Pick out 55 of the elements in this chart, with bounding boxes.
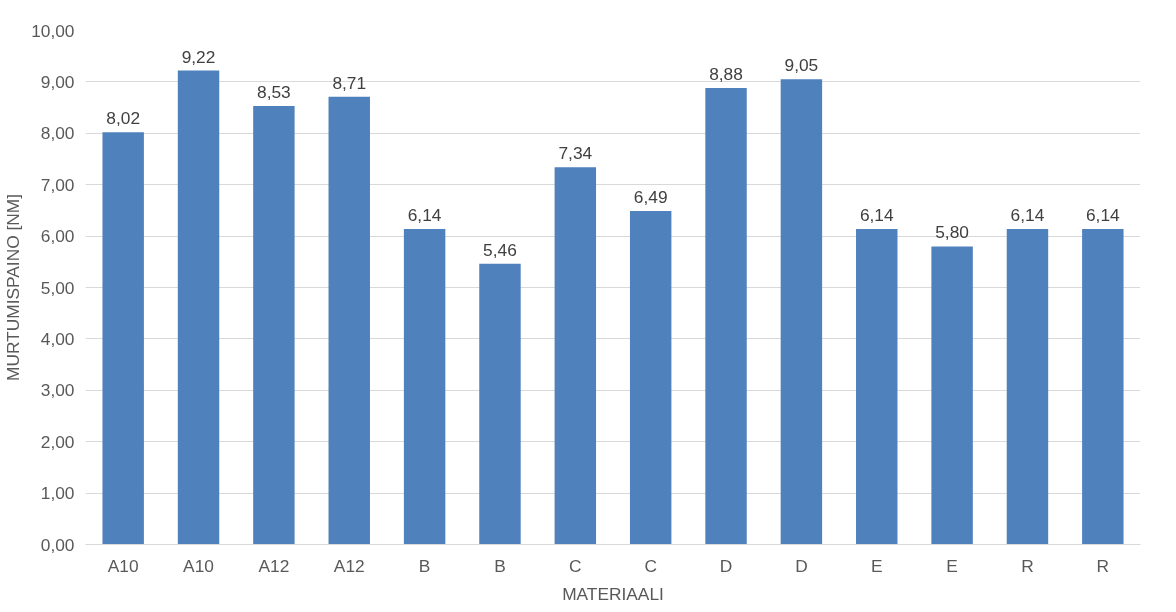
bar <box>479 263 521 545</box>
x-tick-label: A10 <box>107 555 139 576</box>
bar <box>554 167 597 545</box>
bar <box>780 79 823 545</box>
data-label: 9,22 <box>181 46 216 67</box>
data-label: 5,46 <box>483 239 517 260</box>
x-tick-label: R <box>1096 555 1110 576</box>
y-tick-label: 2,00 <box>40 431 75 452</box>
y-tick-label: 0,00 <box>40 534 75 555</box>
bar <box>931 246 973 545</box>
x-tick-label: B <box>418 555 431 576</box>
x-tick-label: E <box>946 555 958 576</box>
data-label: 5,80 <box>935 222 969 243</box>
x-tick-label: E <box>870 555 883 576</box>
data-label: 7,34 <box>558 143 593 164</box>
bar <box>328 96 370 545</box>
y-tick-label: 7,00 <box>40 174 75 195</box>
bar <box>102 132 144 545</box>
data-label: 8,71 <box>332 72 367 93</box>
data-label: 6,14 <box>1010 204 1045 225</box>
data-label: 6,49 <box>633 186 668 207</box>
y-tick-label: 1,00 <box>40 483 75 504</box>
bar <box>1082 228 1124 545</box>
x-tick-label: B <box>494 555 506 576</box>
data-label: 8,88 <box>709 64 743 85</box>
y-tick-label: 5,00 <box>40 277 75 298</box>
bar <box>629 210 672 545</box>
bar <box>1006 228 1049 545</box>
x-tick-label: A12 <box>258 555 290 576</box>
y-axis-title: MURTUMISPAINO [NM] <box>3 193 24 382</box>
y-tick-label: 6,00 <box>40 226 75 247</box>
bar <box>253 106 295 545</box>
data-label: 6,14 <box>859 204 894 225</box>
x-axis-title: MATERIAALI <box>562 583 664 604</box>
y-tick-label: 10,00 <box>31 20 75 41</box>
x-tick-label: A12 <box>333 555 365 576</box>
y-tick-label: 8,00 <box>40 123 75 144</box>
bar <box>856 228 898 545</box>
x-tick-label: D <box>795 555 808 576</box>
data-label: 8,53 <box>257 82 291 103</box>
y-tick-label: 9,00 <box>40 71 75 92</box>
bar <box>705 88 747 545</box>
x-tick-label: D <box>719 555 733 576</box>
data-label: 6,14 <box>407 204 442 225</box>
y-tick-label: 4,00 <box>40 328 75 349</box>
data-label: 9,05 <box>784 55 819 76</box>
y-tick-label: 3,00 <box>40 380 75 401</box>
x-tick-label: C <box>569 555 582 576</box>
bar <box>177 70 220 545</box>
data-label: 6,14 <box>1085 204 1121 225</box>
x-tick-label: A10 <box>183 555 214 576</box>
x-tick-label: C <box>644 555 657 576</box>
x-tick-label: R <box>1021 555 1034 576</box>
data-label: 8,02 <box>106 108 141 129</box>
bar <box>403 228 446 545</box>
